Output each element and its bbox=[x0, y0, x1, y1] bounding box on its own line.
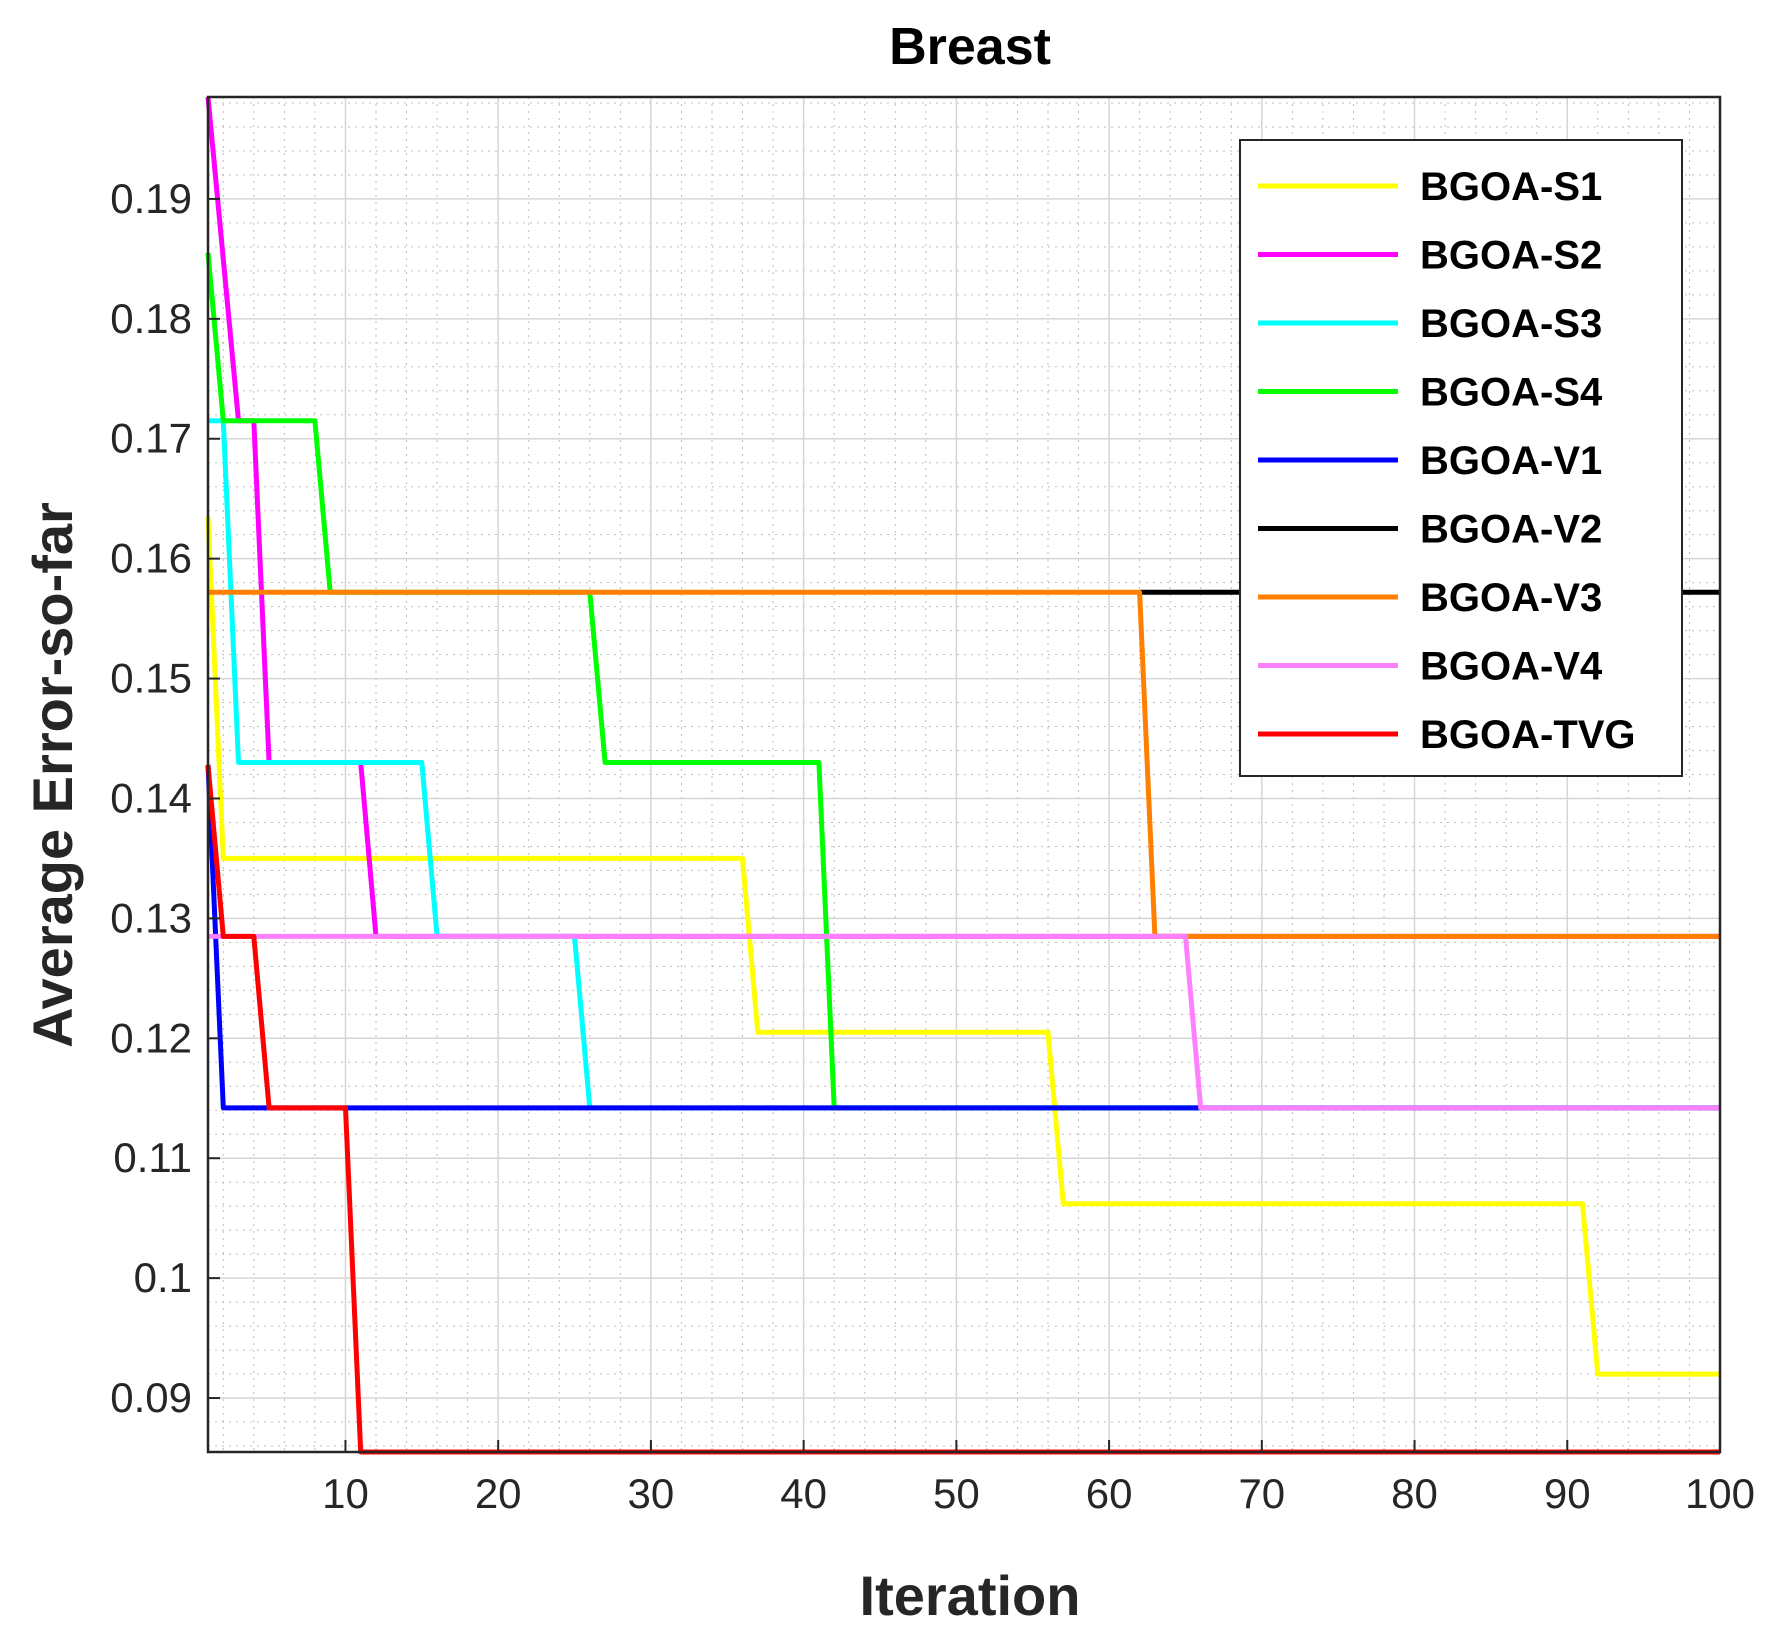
x-tick-label: 60 bbox=[1086, 1470, 1133, 1517]
x-tick-label: 10 bbox=[322, 1470, 369, 1517]
x-tick-label: 100 bbox=[1685, 1470, 1755, 1517]
legend-label-bgoa-s3: BGOA-S3 bbox=[1420, 302, 1602, 346]
legend-label-bgoa-s1: BGOA-S1 bbox=[1420, 165, 1602, 209]
y-tick-label: 0.16 bbox=[110, 535, 192, 582]
y-axis-title: Average Error-so-far bbox=[21, 502, 84, 1048]
y-tick-label: 0.19 bbox=[110, 175, 192, 222]
y-tick-label: 0.18 bbox=[110, 295, 192, 342]
y-tick-label: 0.14 bbox=[110, 774, 192, 821]
series-line-bgoa-v3 bbox=[208, 589, 1720, 939]
y-tick-label: 0.09 bbox=[110, 1374, 192, 1421]
series-lines bbox=[205, 96, 1720, 1455]
legend-items: BGOA-S1 BGOA-S2 BGOA-S3 BGOA-S4 BGOA-V1 BGOA-… bbox=[1258, 165, 1636, 757]
x-axis-ticks: 10 20 30 40 50 60 70 80 90 100 bbox=[322, 1440, 1755, 1517]
y-tick-label: 0.12 bbox=[110, 1014, 192, 1061]
y-tick-label: 0.11 bbox=[113, 1134, 192, 1181]
x-tick-label: 80 bbox=[1391, 1470, 1438, 1517]
legend-label-bgoa-v4: BGOA-V4 bbox=[1420, 645, 1603, 689]
y-tick-label: 0.13 bbox=[110, 894, 192, 941]
series-line-bgoa-s1 bbox=[205, 516, 1720, 1377]
x-tick-label: 40 bbox=[780, 1470, 827, 1517]
x-tick-label: 70 bbox=[1238, 1470, 1285, 1517]
y-tick-label: 0.1 bbox=[134, 1254, 192, 1301]
legend-label-bgoa-v2: BGOA-V2 bbox=[1420, 508, 1602, 552]
x-tick-label: 20 bbox=[475, 1470, 522, 1517]
legend-label-bgoa-v1: BGOA-V1 bbox=[1420, 439, 1602, 483]
plot-frame bbox=[206, 95, 1722, 1454]
series-line-bgoa-s3 bbox=[208, 418, 1720, 1111]
legend-label-bgoa-s4: BGOA-S4 bbox=[1420, 371, 1603, 415]
legend: BGOA-S1 BGOA-S2 BGOA-S3 BGOA-S4 BGOA-V1 BGOA-… bbox=[1239, 139, 1683, 777]
series-line-bgoa-v4 bbox=[208, 933, 1720, 1111]
x-axis-title: Iteration bbox=[860, 1564, 1081, 1627]
y-tick-label: 0.15 bbox=[110, 655, 192, 702]
legend-label-bgoa-v3: BGOA-V3 bbox=[1420, 576, 1602, 620]
y-axis-ticks: 0.09 0.1 0.11 0.12 0.13 0.14 0.15 0.16 0.17 0.18 0… bbox=[110, 175, 220, 1421]
legend-label-bgoa-s2: BGOA-S2 bbox=[1420, 234, 1602, 278]
legend-label-bgoa-tvg: BGOA-TVG bbox=[1420, 713, 1636, 757]
y-tick-label: 0.17 bbox=[110, 415, 192, 462]
x-tick-label: 50 bbox=[933, 1470, 980, 1517]
x-tick-label: 90 bbox=[1544, 1470, 1591, 1517]
x-tick-label: 30 bbox=[628, 1470, 675, 1517]
chart-title: Breast bbox=[889, 18, 1051, 76]
